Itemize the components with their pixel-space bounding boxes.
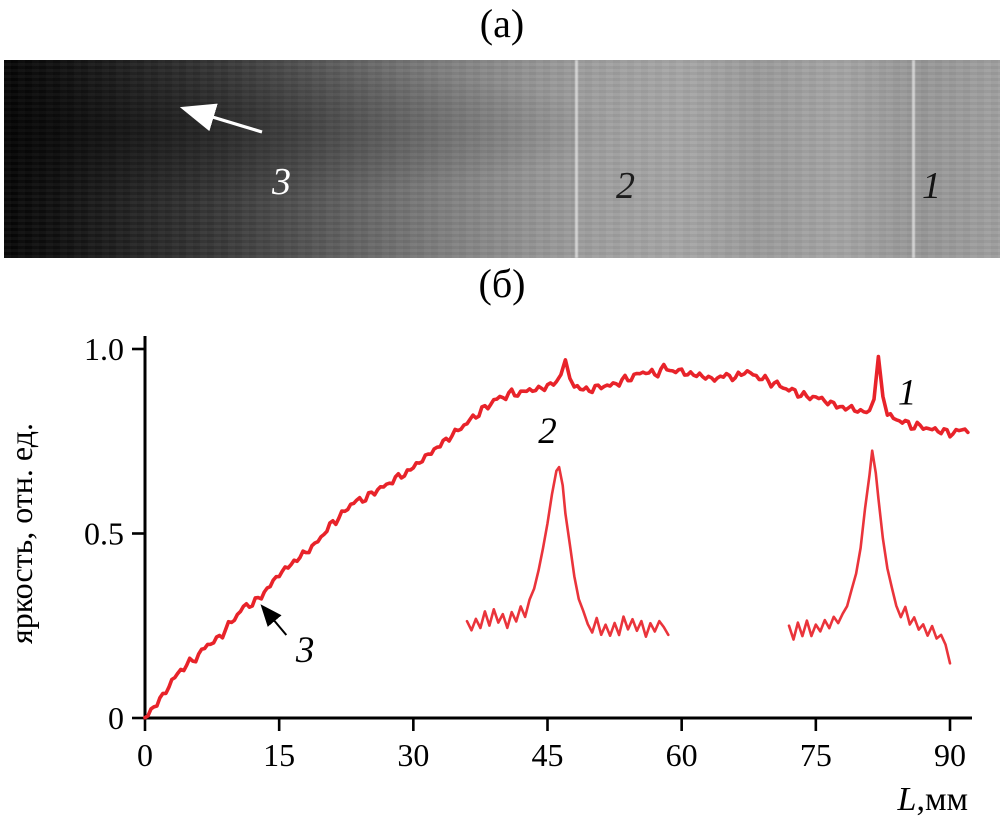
- x-tick-label: 0: [137, 737, 153, 773]
- series-inset-peak-1: [787, 449, 952, 665]
- x-tick-label: 75: [800, 737, 832, 773]
- curve-label-3: 3: [295, 630, 315, 671]
- x-tick-label: 30: [397, 737, 429, 773]
- photo-label-1: 1: [922, 165, 941, 207]
- y-axis-title: яркость, отн. ед.: [3, 423, 39, 644]
- scratch-line-2: [575, 60, 578, 258]
- y-tick-label: 1.0: [84, 331, 124, 367]
- photo-strip: 3 2 1: [4, 60, 1000, 258]
- scratch-line-1: [912, 60, 915, 258]
- curve-label-1: 1: [898, 372, 917, 413]
- x-axis-title: L,мм: [897, 781, 968, 818]
- series-inset-peak-2: [465, 465, 670, 639]
- panel-a-title: (а): [479, 1, 525, 46]
- curve-label-2: 2: [538, 411, 557, 452]
- y-tick-label: 0.5: [84, 516, 124, 552]
- photo-label-3: 3: [272, 161, 291, 203]
- x-tick-label: 15: [263, 737, 295, 773]
- photo-label-2: 2: [616, 165, 635, 207]
- x-tick-label: 45: [532, 737, 564, 773]
- brightness-chart: 0 0.5 1.0 0 15 30 45 60 75 90 яркость, отн. ед. L,м…: [3, 331, 972, 818]
- photo-annotation-overlay: [179, 103, 263, 134]
- series-profile-main: [143, 354, 970, 720]
- arrow-to-region-3-icon: [179, 103, 263, 134]
- panel-b-title: (б): [478, 261, 526, 306]
- x-tick-label: 60: [666, 737, 698, 773]
- annotation-arrow-3-icon: [260, 604, 288, 636]
- x-tick-label: 90: [934, 737, 966, 773]
- y-tick-label: 0: [108, 700, 124, 736]
